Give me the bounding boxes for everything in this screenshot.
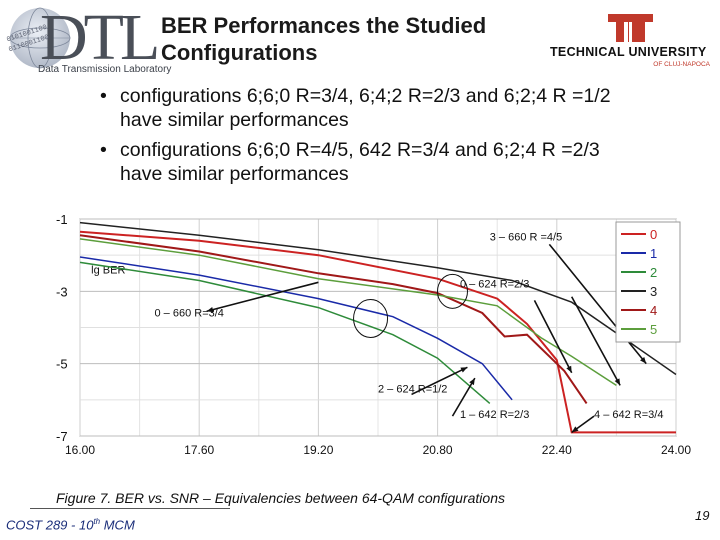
arrowhead-icon — [640, 356, 647, 364]
x-tick-label: 22.40 — [542, 443, 572, 457]
footer-conference: COST 289 - 10th MCM — [6, 517, 135, 532]
legend-label: 3 — [650, 284, 657, 299]
arrowhead-icon — [614, 378, 621, 386]
series-line-3 — [79, 221, 677, 376]
lab-logo-text: DTL — [40, 1, 160, 74]
legend-label: 2 — [650, 265, 657, 280]
bullet-item: • configurations 6;6;0 R=3/4, 6;4;2 R=2/… — [100, 84, 700, 132]
university-emblem-icon — [608, 14, 653, 42]
ber-chart: 16.00 17.60 19.20 20.80 22.40 24.00-1-3-5-7lg… — [56, 212, 691, 457]
series-line-2 — [79, 261, 491, 404]
figure-label: Figure 7 — [56, 490, 108, 506]
lab-logo-subtitle: Data Transmission Laboratory — [38, 64, 172, 75]
chart-annotation: 2 – 624 R=1/2 — [378, 384, 447, 396]
series-line-4 — [79, 234, 588, 404]
legend-label: 0 — [650, 227, 657, 242]
bullet-list: • configurations 6;6;0 R=3/4, 6;4;2 R=2/… — [100, 84, 700, 192]
series-line-1 — [79, 256, 513, 401]
legend-label: 1 — [650, 246, 657, 261]
x-tick-label: 17.60 — [184, 443, 214, 457]
chart-series — [79, 221, 677, 434]
footer-conference-name: COST 289 - 10 — [6, 517, 94, 533]
callout-circle — [437, 273, 468, 309]
legend-box — [615, 221, 681, 343]
footer-sup: th — [93, 517, 101, 526]
chart-grid — [79, 218, 677, 437]
legend-label: 4 — [650, 303, 657, 318]
x-tick-label: 20.80 — [423, 443, 453, 457]
series-line-0 — [79, 230, 676, 434]
chart-legend: 0 1 2 3 4 5 — [615, 221, 681, 343]
callout-circle — [353, 298, 389, 338]
x-tick-label: 24.00 — [661, 443, 691, 457]
callout-arrow — [411, 366, 468, 396]
callout-arrow — [451, 377, 476, 417]
y-tick-label: -5 — [56, 357, 68, 372]
chart-annotation: 4 – 642 R=3/4 — [594, 409, 663, 421]
figure-caption: Figure 7. BER vs. SNR – Equivalencies be… — [56, 490, 505, 506]
chart-annotation: 3 – 660 R =4/5 — [490, 232, 562, 244]
bullet-dot-icon: • — [100, 85, 107, 107]
callout-arrow — [206, 281, 319, 312]
university-logo: TECHNICAL UNIVERSITY OF CLUJ-NAPOCA — [550, 12, 714, 72]
bullet-line: configurations 6;6;0 R=3/4, 6;4;2 R=2/3 … — [120, 85, 611, 107]
bullet-dot-icon: • — [100, 139, 107, 161]
y-tick-label: -7 — [56, 429, 68, 444]
legend-label: 5 — [650, 322, 657, 337]
chart-axes: 16.00 17.60 19.20 20.80 22.40 24.00-1-3-5-7lg… — [56, 212, 691, 457]
dtl-logo: DTL 0101001100 0110001100 Data Transmiss… — [4, 1, 172, 78]
bullet-line: have similar performances — [120, 109, 349, 131]
callout-arrow — [548, 243, 647, 365]
globe-icon — [9, 7, 71, 69]
chart-callouts — [206, 243, 647, 434]
arrowhead-icon — [206, 306, 214, 313]
bullet-line: have similar performances — [120, 163, 349, 185]
y-tick-label: -1 — [56, 212, 68, 227]
slide-title-line1: BER Performances the Studied — [161, 13, 487, 38]
university-sub: OF CLUJ-NAPOCA — [653, 61, 710, 68]
arrowhead-icon — [460, 367, 468, 373]
chart-annotation: 0 – 660 R=3/4 — [155, 308, 224, 320]
x-tick-label: 16.00 — [65, 443, 95, 457]
slide-title: BER Performances the Studied Configurati… — [161, 12, 486, 66]
arrowhead-icon — [566, 365, 572, 373]
arrowhead-icon — [571, 426, 579, 433]
footer-meeting: MCM — [100, 517, 135, 533]
callout-arrow — [533, 300, 573, 374]
university-name: TECHNICAL UNIVERSITY — [550, 45, 707, 59]
bullet-line: configurations 6;6;0 R=4/5, 642 R=3/4 an… — [120, 139, 600, 161]
callout-arrow — [570, 296, 621, 386]
chart-annotation: 0 – 624 R=2/3 — [460, 279, 529, 291]
y-tick-label: -3 — [56, 284, 68, 299]
chart-annotation: 1 – 642 R=2/3 — [460, 409, 529, 421]
series-line-5 — [79, 238, 617, 387]
figure-caption-text: . BER vs. SNR – Equivalencies between 64… — [107, 490, 505, 506]
bullet-item: • configurations 6;6;0 R=4/5, 642 R=3/4 … — [100, 138, 700, 186]
slide-title-line2: Configurations — [161, 40, 318, 65]
page-number: 19 — [695, 508, 710, 523]
arrowhead-icon — [469, 378, 475, 386]
chart-annotations: 3 – 660 R =4/5 0 – 624 R=2/3 0 – 660 R=3/4… — [155, 232, 664, 421]
footer-divider — [30, 508, 230, 509]
x-tick-label: 19.20 — [303, 443, 333, 457]
